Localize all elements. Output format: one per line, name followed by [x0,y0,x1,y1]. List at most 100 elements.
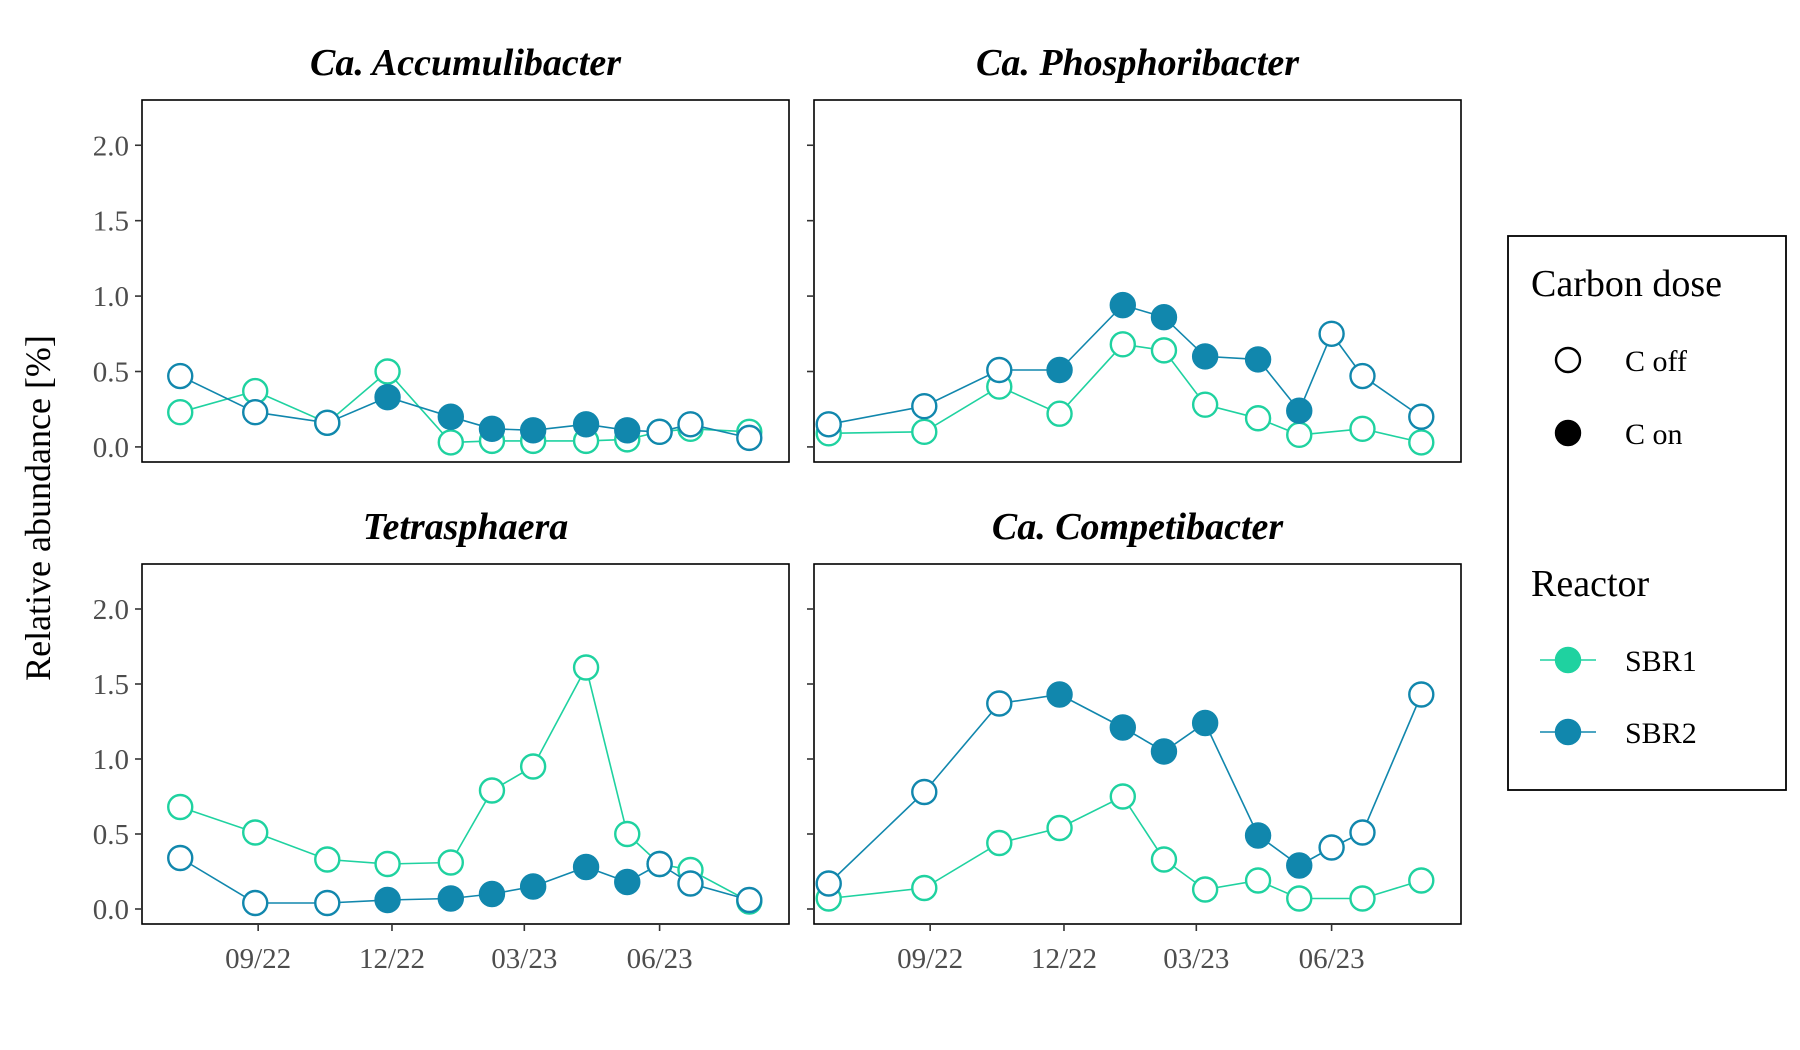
y-tick-label: 0.5 [93,819,129,851]
data-point [986,690,1013,717]
data-point [1150,846,1178,873]
data-point [1286,397,1313,424]
panels-group: Ca. Accumulibacter 0.0 0.5 1.0 1.5 2.0 Ca. Pho… [93,42,1462,975]
legend-label-sbr2: SBR2 [1625,717,1697,750]
data-point [1046,814,1073,842]
data-point [437,849,464,876]
y-tick-label: 1.0 [93,744,129,776]
y-tick-label: 0.0 [93,432,129,464]
data-point [437,885,464,912]
panel-frame [813,99,1462,463]
data-point [374,886,401,914]
y-tick-label: 1.5 [93,206,129,238]
data-point [614,417,641,444]
legend: Carbon dose C off C on Reactor SBR1 SBR2 [1507,235,1787,791]
series-sbr2 [815,681,1435,897]
data-point [1109,331,1136,358]
data-point [437,429,464,456]
legend-title-reactor: Reactor [1531,563,1650,605]
x-tick-label: 09/22 [897,943,963,975]
data-point [242,889,269,917]
data-point [646,850,673,878]
series-sbr1 [167,654,763,915]
data-point [1286,421,1313,449]
data-point [1408,403,1435,430]
data-point [677,870,704,897]
x-tick-label: 03/23 [491,943,557,975]
panel-title: Tetrasphaera [363,506,569,548]
data-point [519,753,547,780]
x-tick-label: 06/23 [627,943,693,975]
legend-symbol-c-off [1554,346,1582,374]
series-sbr2 [167,844,763,917]
data-point [1244,405,1272,432]
panel-3: Tetrasphaera 0.0 0.5 1.0 1.5 2.0 09/22 12/22 03/… [93,506,790,975]
panel-frame [141,99,790,463]
data-point [1150,337,1178,364]
data-point [986,356,1013,384]
data-point [572,654,600,681]
data-point [1191,391,1219,418]
data-point [1349,819,1376,846]
data-point [815,411,842,438]
data-point [1318,320,1345,347]
legend-title-carbon: Carbon dose [1531,263,1722,305]
y-tick-label: 0.0 [93,894,129,926]
panel-4: Ca. Competibacter 09/22 12/22 03/23 06/23 [807,506,1462,975]
panel-2: Ca. Phosphoribacter [807,42,1462,463]
series-sbr1 [815,331,1435,456]
data-point [1408,429,1435,456]
data-point [374,383,401,411]
data-point [1150,304,1178,331]
y-tick-label: 0.5 [93,357,129,389]
data-point [167,844,194,872]
data-point [1408,867,1435,894]
panel-frame [813,563,1462,925]
legend-symbol-sbr1 [1554,646,1582,674]
data-point [519,417,547,444]
data-point [167,362,194,390]
y-tick-label: 2.0 [93,594,129,626]
panel-1: Ca. Accumulibacter 0.0 0.5 1.0 1.5 2.0 [93,42,790,464]
data-point [478,777,506,804]
data-point [314,846,341,873]
data-point [374,358,401,385]
x-tick-label: 03/23 [1163,943,1229,975]
data-point [519,873,547,900]
y-tick-label: 1.5 [93,669,129,701]
data-point [1286,852,1313,879]
data-point [1318,834,1345,861]
x-tick-label: 12/22 [1031,943,1097,975]
legend-label-c-off: C off [1625,345,1687,378]
data-point [1349,885,1376,912]
data-point [242,399,269,426]
data-point [1191,709,1219,737]
data-point [911,392,938,420]
panel-title: Ca. Phosphoribacter [976,42,1300,84]
data-point [478,880,506,908]
data-point [167,399,194,426]
y-axis-label: Relative abundance [%] [18,335,58,681]
legend-label-sbr1: SBR1 [1625,645,1697,678]
data-point [1150,738,1178,765]
data-point [736,424,763,452]
series-sbr1 [815,783,1435,912]
data-point [374,850,401,878]
y-tick-label: 2.0 [93,130,129,162]
legend-box [1507,235,1787,791]
data-point [736,886,763,914]
data-point [1109,291,1136,319]
data-point [314,889,341,917]
series-sbr2 [815,291,1435,438]
data-point [1046,356,1073,384]
data-point [242,819,269,846]
data-point [437,403,464,430]
panel-title: Ca. Competibacter [992,506,1285,548]
legend-symbol-c-on [1554,419,1582,447]
data-point [572,411,600,438]
data-point [478,415,506,443]
data-point [1109,714,1136,741]
y-tick-label: 1.0 [93,281,129,313]
data-point [1349,415,1376,443]
